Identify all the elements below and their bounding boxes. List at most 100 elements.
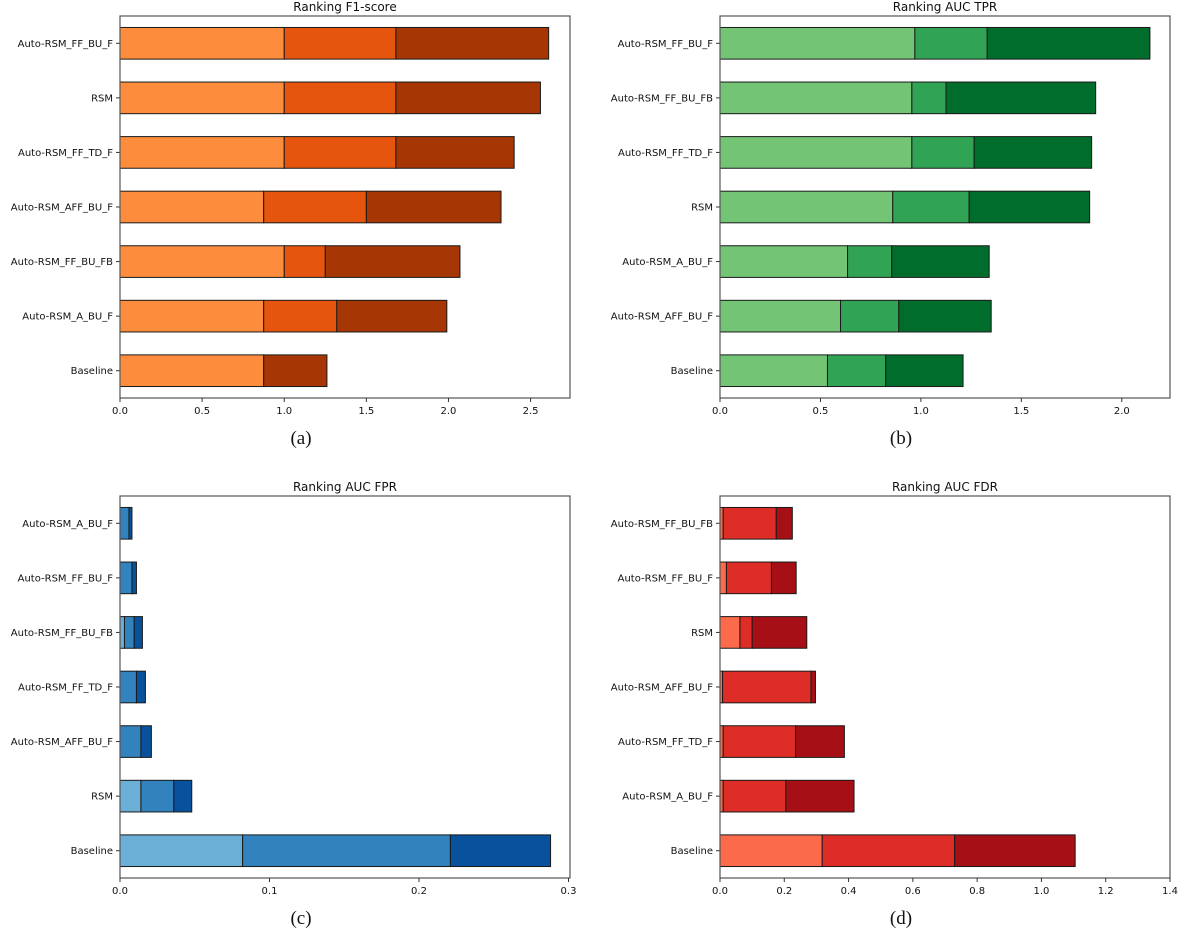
y-tick-label: RSM — [691, 203, 713, 214]
bar-segment — [719, 190, 894, 224]
bar-segment — [449, 834, 552, 868]
y-tick-label: Baseline — [71, 366, 113, 377]
bar-segment — [885, 354, 964, 388]
y-tick-label: Auto-RSM_AFF_BU_F — [11, 203, 113, 214]
bar-segment — [119, 136, 285, 169]
bar-segment — [242, 834, 451, 868]
y-tick-label: Baseline — [71, 846, 113, 857]
y-tick-label: Auto-RSM_FF_BU_FB — [611, 93, 713, 104]
x-tick-label: 1.4 — [1162, 886, 1178, 897]
bar-segment — [719, 136, 913, 169]
bar-segment — [898, 299, 992, 333]
bar-segment — [283, 26, 397, 60]
bar-segment — [722, 779, 787, 813]
bar-segment — [725, 561, 772, 595]
bar-segment — [119, 299, 265, 333]
bar-segment — [119, 506, 130, 540]
bar-segment — [140, 725, 152, 758]
bar-segment — [128, 506, 133, 540]
bar-segment — [826, 354, 887, 388]
bar-segment — [775, 506, 793, 540]
chart-title: Ranking AUC FDR — [892, 480, 998, 494]
bar-segment — [336, 299, 448, 333]
bar-segment — [119, 725, 142, 758]
bar-segment — [719, 834, 823, 868]
x-tick-label: 2.5 — [523, 406, 539, 417]
x-tick-label: 2.0 — [1114, 406, 1130, 417]
x-tick-label: 0.2 — [411, 886, 427, 897]
y-tick-label: Auto-RSM_FF_TD_F — [18, 148, 113, 159]
x-tick-label: 0.4 — [841, 886, 857, 897]
x-tick-label: 0.6 — [905, 886, 921, 897]
bar-segment — [283, 136, 397, 169]
y-tick-label: Auto-RSM_FF_TD_F — [618, 737, 713, 748]
chart-panel-a: Ranking F1-score Auto-RSM_FF_BU_F RSM Auto-… — [0, 0, 600, 420]
y-tick-label: Auto-RSM_FF_BU_F — [618, 39, 714, 50]
y-tick-label: Baseline — [671, 366, 713, 377]
x-tick-label: 0.0 — [112, 886, 128, 897]
chart-title: Ranking AUC TPR — [893, 0, 997, 14]
chart-panel-d: Ranking AUC FDR Auto-RSM_FF_BU_FB Auto-RSM… — [600, 470, 1200, 910]
y-tick-label: RSM — [691, 628, 713, 639]
chart-svg: Ranking AUC FDR Auto-RSM_FF_BU_FB Auto-RSM… — [611, 480, 1178, 897]
x-tick-label: 0.5 — [812, 406, 828, 417]
caption-d: (d) — [889, 908, 913, 929]
bar-segment — [785, 779, 855, 813]
x-tick-label: 1.0 — [1033, 886, 1049, 897]
bar-segment — [810, 670, 816, 704]
bar-segment — [719, 26, 916, 60]
bar-segment — [263, 299, 338, 333]
x-tick-label: 1.5 — [1013, 406, 1029, 417]
y-tick-label: RSM — [91, 93, 113, 104]
bar-segment — [324, 245, 461, 278]
y-tick-label: RSM — [91, 792, 113, 803]
bar-segment — [395, 26, 550, 60]
bar-segment — [954, 834, 1076, 868]
bar-segment — [119, 616, 125, 649]
bar-segment — [119, 834, 244, 868]
bar-segment — [119, 354, 265, 388]
x-tick-label: 1.0 — [276, 406, 292, 417]
x-tick-label: 0.0 — [712, 886, 728, 897]
bar-segment — [770, 561, 797, 595]
y-tick-label: Auto-RSM_FF_BU_FB — [611, 519, 713, 530]
bar-segment — [751, 616, 808, 649]
bar-segment — [914, 26, 988, 60]
bar-segment — [283, 81, 397, 115]
bar-segment — [395, 136, 515, 169]
bar-segment — [795, 725, 845, 758]
bar-segment — [840, 299, 900, 333]
chart-title: Ranking AUC FPR — [293, 480, 397, 494]
bar-segment — [173, 779, 193, 813]
x-tick-label: 0.3 — [561, 886, 577, 897]
y-tick-label: Auto-RSM_A_BU_F — [622, 257, 713, 268]
chart-panel-b: Ranking AUC TPR Auto-RSM_FF_BU_F Auto-RSM_… — [600, 0, 1200, 420]
y-tick-label: Auto-RSM_FF_BU_F — [618, 573, 714, 584]
chart-svg: Ranking AUC FPR Auto-RSM_A_BU_F Auto-RSM_F… — [11, 480, 577, 897]
bar-segment — [891, 245, 990, 278]
y-tick-label: Auto-RSM_FF_BU_F — [18, 573, 114, 584]
y-tick-label: Auto-RSM_FF_BU_F — [18, 39, 114, 50]
y-tick-label: Auto-RSM_A_BU_F — [22, 519, 113, 530]
bar-segment — [135, 670, 146, 704]
y-tick-label: Auto-RSM_FF_BU_FB — [11, 257, 113, 268]
bar-segment — [133, 616, 143, 649]
bar-segment — [119, 26, 285, 60]
bar-segment — [968, 190, 1091, 224]
bar-segment — [119, 779, 142, 813]
bar-segment — [911, 136, 975, 169]
plot-frame — [119, 15, 571, 399]
chart-svg: Ranking AUC TPR Auto-RSM_FF_BU_F Auto-RSM_… — [611, 0, 1171, 417]
x-tick-label: 0.8 — [969, 886, 985, 897]
caption-a: (a) — [290, 428, 312, 449]
bar-segment — [119, 81, 285, 115]
y-tick-label: Auto-RSM_FF_TD_F — [18, 683, 113, 694]
bar-segment — [719, 354, 828, 388]
y-tick-label: Auto-RSM_FF_BU_FB — [11, 628, 113, 639]
x-tick-label: 0.2 — [776, 886, 792, 897]
bar-segment — [263, 354, 328, 388]
bar-segment — [119, 561, 133, 595]
bar-segment — [719, 616, 741, 649]
bar-segment — [821, 834, 956, 868]
caption-b: (b) — [889, 428, 913, 449]
